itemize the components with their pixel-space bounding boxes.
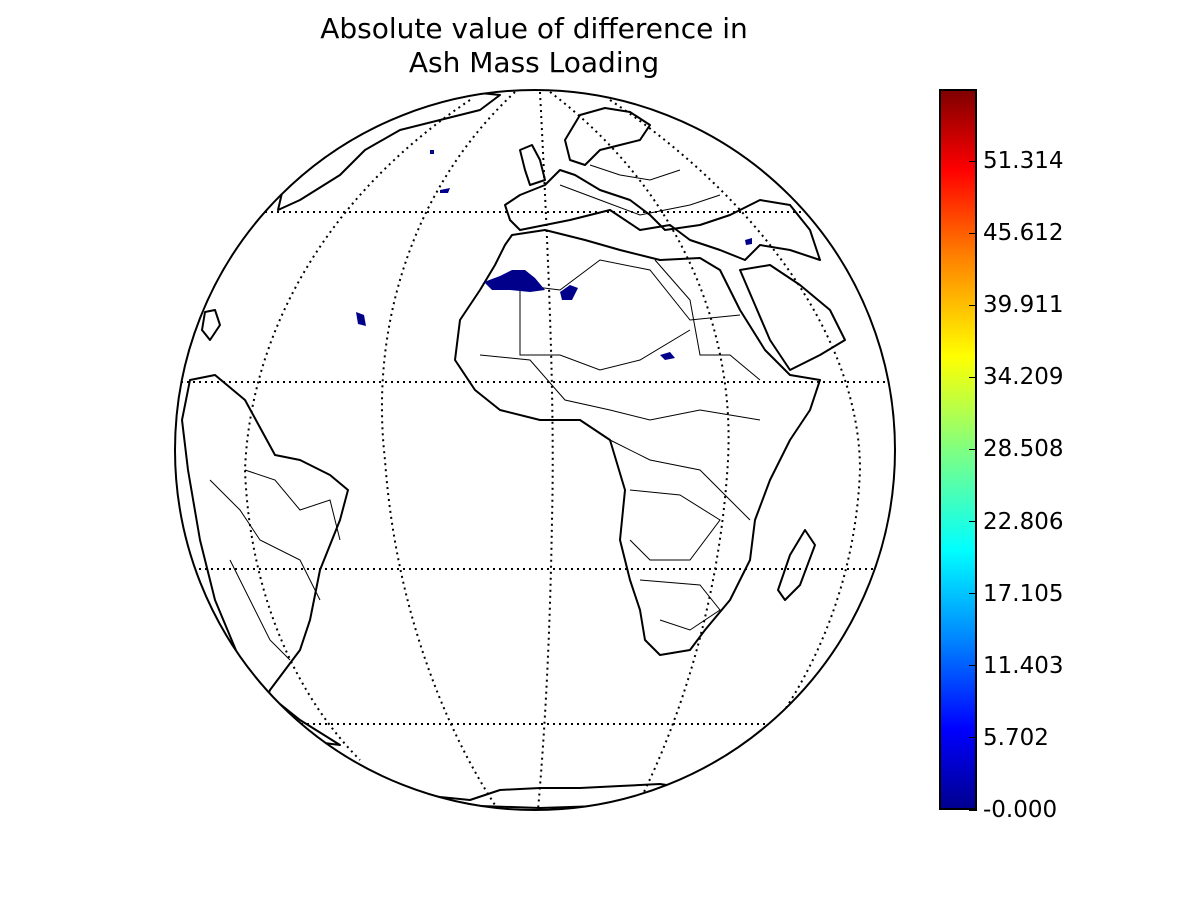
border-line: [519, 259, 741, 321]
ash-patch: [560, 285, 578, 300]
colorbar-tick: [969, 521, 977, 523]
colorbar-tick-label: 34.209: [983, 364, 1064, 391]
north-coastline: [277, 91, 501, 211]
border-line: [609, 439, 751, 521]
colorbar-tick-label: 17.105: [983, 580, 1064, 607]
scandinavia-coastline: [564, 107, 651, 166]
colorbar-tick-label: 22.806: [983, 508, 1064, 535]
south-america-coastline: [181, 374, 349, 746]
ash-patch: [430, 150, 434, 154]
ash-patch: [745, 238, 752, 245]
meridian-line: [609, 99, 862, 791]
colorbar-tick-label: 11.403: [983, 652, 1064, 679]
ash-patch: [484, 270, 545, 292]
border-line: [479, 354, 761, 421]
meridian-line: [243, 99, 471, 761]
border-line: [589, 164, 681, 181]
meridian-line: [537, 91, 554, 810]
globe-outline: [174, 89, 896, 811]
country-borders: [209, 164, 761, 661]
arabia-coastline: [739, 264, 846, 371]
border-line: [559, 184, 721, 216]
border-line: [209, 479, 321, 601]
madagascar-coastline: [777, 529, 816, 601]
chart-title-line-2: Ash Mass Loading: [408, 46, 660, 79]
colorbar-tick: [969, 809, 977, 811]
colorbar-tick: [969, 160, 977, 162]
colorbar-tick: [969, 304, 977, 306]
border-line: [229, 559, 291, 661]
ash-patch: [660, 352, 675, 360]
colorbar-tick-label: 51.314: [983, 148, 1064, 175]
africa-coastline: [454, 229, 821, 656]
colorbar-tick: [969, 448, 977, 450]
chart-title-line-1: Absolute value of difference in: [320, 12, 748, 45]
border-line: [629, 489, 721, 561]
border-line: [639, 579, 721, 631]
border-line: [519, 290, 691, 371]
border-line: [654, 259, 761, 381]
colorbar-tick: [969, 737, 977, 739]
colorbar-tick: [969, 665, 977, 667]
colorbar-tick: [969, 376, 977, 378]
ash-data: [356, 150, 752, 360]
coastlines: [181, 91, 846, 809]
colorbar-tick-label: 5.702: [983, 724, 1049, 751]
meridian-line: [549, 91, 730, 801]
colorbar-tick: [969, 232, 977, 234]
ash-patch: [440, 188, 450, 193]
graticule: [175, 91, 895, 810]
caribbean-coastline: [201, 309, 221, 341]
border-line: [244, 469, 341, 541]
colorbar-tick-label: 28.508: [983, 436, 1064, 463]
britain-coastline: [519, 144, 546, 186]
europe-coastline: [504, 169, 821, 261]
ash-patch: [356, 312, 366, 326]
colorbar-tick-label: 39.911: [983, 292, 1064, 319]
colorbar-tick-label: -0.000: [983, 797, 1058, 823]
antarctica-coastline: [419, 783, 701, 809]
colorbar-tick: [969, 593, 977, 595]
colorbar-tick-label: 45.612: [983, 220, 1064, 247]
meridian-line: [380, 91, 516, 806]
